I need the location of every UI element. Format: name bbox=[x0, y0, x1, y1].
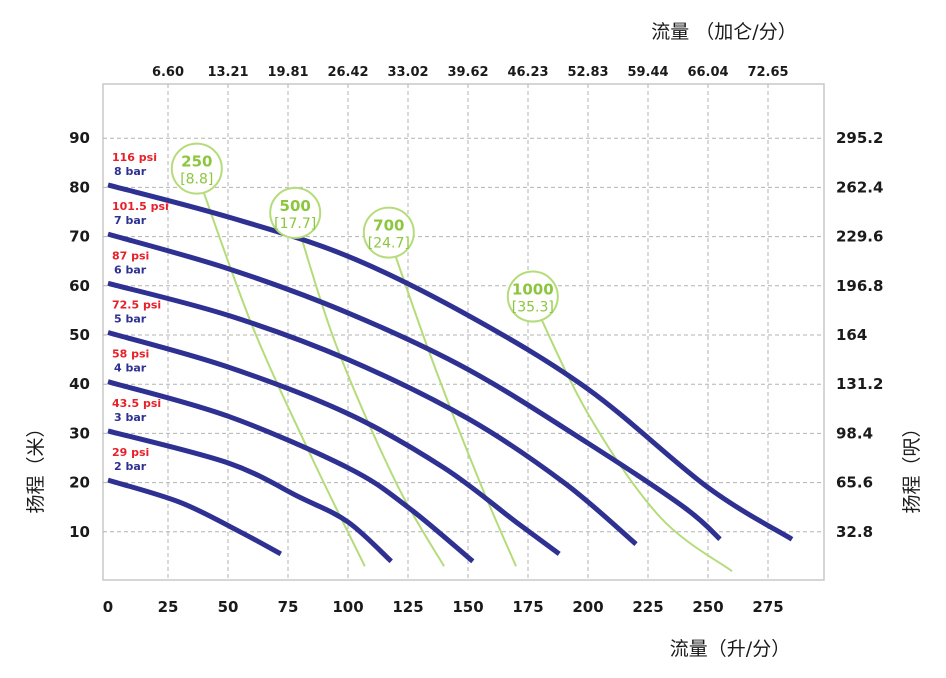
y-tick-label-right: 98.4 bbox=[836, 424, 873, 442]
air-consumption-label: 1000 bbox=[512, 281, 554, 299]
pressure-bar-label: 8 bar bbox=[114, 165, 147, 178]
x-tick-label-bottom: 150 bbox=[452, 598, 483, 616]
pressure-curve bbox=[107, 379, 475, 564]
y-tick-label-right: 295.2 bbox=[836, 129, 883, 147]
y-tick-label-right: 229.6 bbox=[836, 228, 883, 246]
x-tick-label-bottom: 100 bbox=[332, 598, 363, 616]
x-tick-label-bottom: 200 bbox=[572, 598, 603, 616]
air-consumption-curve bbox=[387, 236, 517, 567]
pressure-psi-label: 43.5 psi bbox=[112, 397, 161, 410]
x-tick-label-bottom: 75 bbox=[278, 598, 299, 616]
pressure-bar-label: 3 bar bbox=[114, 411, 147, 424]
x-tick-label-bottom: 275 bbox=[752, 598, 783, 616]
y-tick-label-left: 30 bbox=[69, 424, 90, 442]
x-tick-label-bottom: 0 bbox=[103, 598, 113, 616]
x-tick-label-bottom: 125 bbox=[392, 598, 423, 616]
x-tick-label-top: 26.42 bbox=[327, 65, 368, 80]
y-tick-label-right: 164 bbox=[836, 326, 867, 344]
x-tick-label-top: 33.02 bbox=[387, 65, 428, 80]
air-consumption-sublabel: [8.8] bbox=[180, 172, 213, 188]
air-consumption-curve bbox=[294, 216, 445, 567]
pressure-psi-label: 87 psi bbox=[112, 249, 149, 262]
pressure-psi-label: 29 psi bbox=[112, 446, 149, 459]
y-tick-label-left: 20 bbox=[69, 474, 90, 492]
pressure-bar-label: 2 bar bbox=[114, 460, 147, 473]
x-tick-label-top: 52.83 bbox=[567, 65, 608, 80]
air-consumption-label: 700 bbox=[373, 217, 404, 235]
air-consumption-sublabel: [35.3] bbox=[512, 300, 554, 316]
air-consumption-bubble bbox=[170, 142, 223, 195]
air-consumption-label: 250 bbox=[181, 153, 212, 171]
x-tick-label-top: 46.23 bbox=[507, 65, 548, 80]
y-tick-label-left: 80 bbox=[69, 178, 90, 196]
pressure-bar-label: 4 bar bbox=[114, 362, 147, 375]
x-tick-label-bottom: 250 bbox=[692, 598, 723, 616]
pressure-curve bbox=[107, 231, 722, 542]
y-tick-label-right: 131.2 bbox=[836, 375, 883, 393]
y-tick-label-left: 70 bbox=[69, 228, 90, 246]
pressure-bar-label: 7 bar bbox=[114, 214, 147, 227]
air-consumption-sublabel: [17.7] bbox=[274, 216, 316, 232]
bottom-axis-title: 流量（升/分） bbox=[670, 638, 790, 660]
y-tick-label-right: 65.6 bbox=[836, 474, 873, 492]
y-tick-label-left: 90 bbox=[69, 129, 90, 147]
air-consumption-label: 500 bbox=[280, 197, 311, 215]
air-consumption-bubble bbox=[506, 270, 559, 323]
pressure-curve bbox=[107, 280, 638, 547]
x-tick-label-bottom: 25 bbox=[158, 598, 179, 616]
tick-labels: 0 25 50 75 100 125 150 175 200 225 250 275 6.60 13.21… bbox=[69, 65, 883, 616]
x-tick-label-top: 19.81 bbox=[267, 65, 308, 80]
pressure-curve bbox=[107, 330, 561, 556]
x-tick-label-top: 72.65 bbox=[747, 65, 788, 80]
top-axis-title: 流量 （加仑/分） bbox=[651, 21, 796, 43]
pressure-curves bbox=[107, 182, 794, 564]
pressure-curve bbox=[107, 477, 282, 557]
left-axis-title: 扬程（米） bbox=[25, 418, 47, 513]
pressure-curve bbox=[107, 182, 794, 542]
x-tick-label-top: 39.62 bbox=[447, 65, 488, 80]
plot-area bbox=[102, 83, 825, 581]
y-tick-label-left: 10 bbox=[69, 523, 90, 541]
pressure-bar-label: 5 bar bbox=[114, 313, 147, 326]
y-tick-label-right: 262.4 bbox=[836, 178, 883, 196]
y-tick-label-left: 50 bbox=[69, 326, 90, 344]
air-consumption-bubble bbox=[362, 206, 415, 259]
x-tick-label-bottom: 175 bbox=[512, 598, 543, 616]
pressure-bar-label: 6 bar bbox=[114, 263, 147, 276]
x-tick-label-bottom: 225 bbox=[632, 598, 663, 616]
air-consumption-bubbles: 250[8.8] 500[17.7] 700[24.7] 1000[35.3] bbox=[170, 142, 559, 323]
pressure-curve bbox=[107, 428, 393, 564]
pressure-psi-label: 58 psi bbox=[112, 348, 149, 361]
pressure-psi-label: 101.5 psi bbox=[112, 200, 169, 213]
x-tick-label-top: 66.04 bbox=[687, 65, 728, 80]
x-tick-label-top: 59.44 bbox=[627, 65, 668, 80]
y-tick-label-left: 60 bbox=[69, 277, 90, 295]
air-consumption-sublabel: [24.7] bbox=[368, 236, 410, 252]
air-consumption-bubble bbox=[269, 186, 322, 239]
pressure-psi-label: 72.5 psi bbox=[112, 299, 161, 312]
x-tick-label-top: 13.21 bbox=[207, 65, 248, 80]
y-tick-label-right: 196.8 bbox=[836, 277, 883, 295]
pressure-psi-label: 116 psi bbox=[112, 151, 157, 164]
y-tick-label-right: 32.8 bbox=[836, 523, 873, 541]
x-tick-label-bottom: 50 bbox=[218, 598, 239, 616]
right-axis-title: 扬程（呎） bbox=[901, 418, 923, 513]
x-tick-label-top: 6.60 bbox=[152, 65, 184, 80]
y-tick-label-left: 40 bbox=[69, 375, 90, 393]
